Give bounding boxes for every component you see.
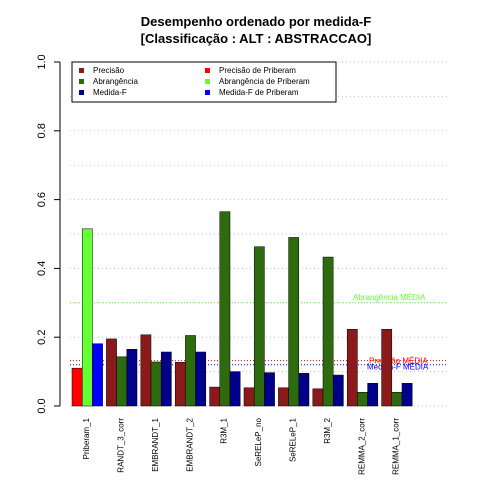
legend-label: Medida-F [93, 88, 127, 97]
reference-line-label: Abrangência MÉDIA [353, 293, 426, 302]
bar [185, 335, 196, 407]
y-tick-label: 0.2 [36, 330, 48, 345]
bar [243, 387, 255, 407]
chart-subtitle: [Classificação : ALT : ABSTRACCAO] [141, 31, 372, 46]
bar [219, 211, 231, 407]
y-tick-label: 0.6 [36, 192, 48, 207]
bar [160, 351, 172, 407]
bar [126, 348, 138, 407]
bar [357, 391, 368, 407]
y-tick-label: 1.0 [36, 54, 48, 69]
bar [381, 329, 393, 407]
bar [312, 388, 324, 407]
legend-swatch [79, 68, 84, 73]
legend-box [71, 61, 337, 103]
bar [253, 246, 265, 407]
x-tick-label: RANDT_3_corr [117, 418, 126, 473]
x-tick-label: SeRELeP_1 [289, 417, 298, 462]
bar [278, 387, 289, 407]
legend-label: Abrangência de Priberam [219, 77, 310, 86]
bar [322, 256, 334, 407]
bar [367, 383, 379, 407]
bar [150, 361, 162, 407]
bar [298, 373, 310, 407]
legend-label: Abrangência [93, 77, 138, 86]
y-axis: 0.0 0.2 0.4 0.6 0.8 1.0 [36, 54, 61, 414]
x-tick-label: REMMA_1_corr [392, 418, 401, 475]
bar [71, 367, 83, 407]
x-tick-label: R3M_1 [220, 417, 229, 443]
x-tick-label: EMBRANDT_1 [151, 417, 160, 471]
chart-title: Desempenho ordenado por medida-F [141, 14, 371, 29]
legend-swatch [205, 68, 210, 73]
legend-label: Medida-F de Priberam [219, 88, 299, 97]
x-axis-labels: Priberam_1 RANDT_3_corr EMBRANDT_1 EMBRANDT… [82, 417, 401, 474]
bar [264, 372, 275, 407]
legend-swatch [79, 90, 84, 95]
x-tick-label: EMBRANDT_2 [185, 417, 194, 471]
bar [174, 362, 186, 407]
bar [346, 329, 358, 407]
reference-line-label: Precisão MÉDIA [369, 357, 428, 366]
legend: Precisão Abrangência Medida-F Precisão de P… [71, 61, 337, 103]
bar [391, 391, 403, 407]
x-tick-label: REMMA_2_corr [357, 418, 366, 475]
legend-swatch [205, 79, 210, 84]
legend-swatch [79, 79, 84, 84]
x-tick-label: Priberam_1 [82, 417, 91, 459]
legend-label: Precisão [93, 66, 125, 75]
bar [81, 228, 93, 407]
x-tick-label: SeRELeP_no [254, 417, 263, 466]
bar [140, 334, 152, 407]
y-tick-label: 0.4 [36, 261, 48, 276]
legend-swatch [205, 90, 210, 95]
legend-label: Precisão de Priberam [219, 66, 296, 75]
y-tick-label: 0.0 [36, 398, 48, 413]
x-tick-label: R3M_2 [323, 417, 332, 443]
bar [401, 383, 413, 407]
bar [195, 351, 207, 407]
bar [229, 371, 241, 407]
reference-line-label: Medida-F MÉDIA [367, 363, 429, 372]
bar [116, 356, 128, 407]
bar [92, 343, 103, 407]
bar [209, 386, 221, 407]
bar [332, 374, 344, 407]
bar [288, 237, 300, 407]
bar [106, 338, 117, 407]
y-tick-label: 0.8 [36, 123, 48, 138]
bars [71, 211, 413, 407]
